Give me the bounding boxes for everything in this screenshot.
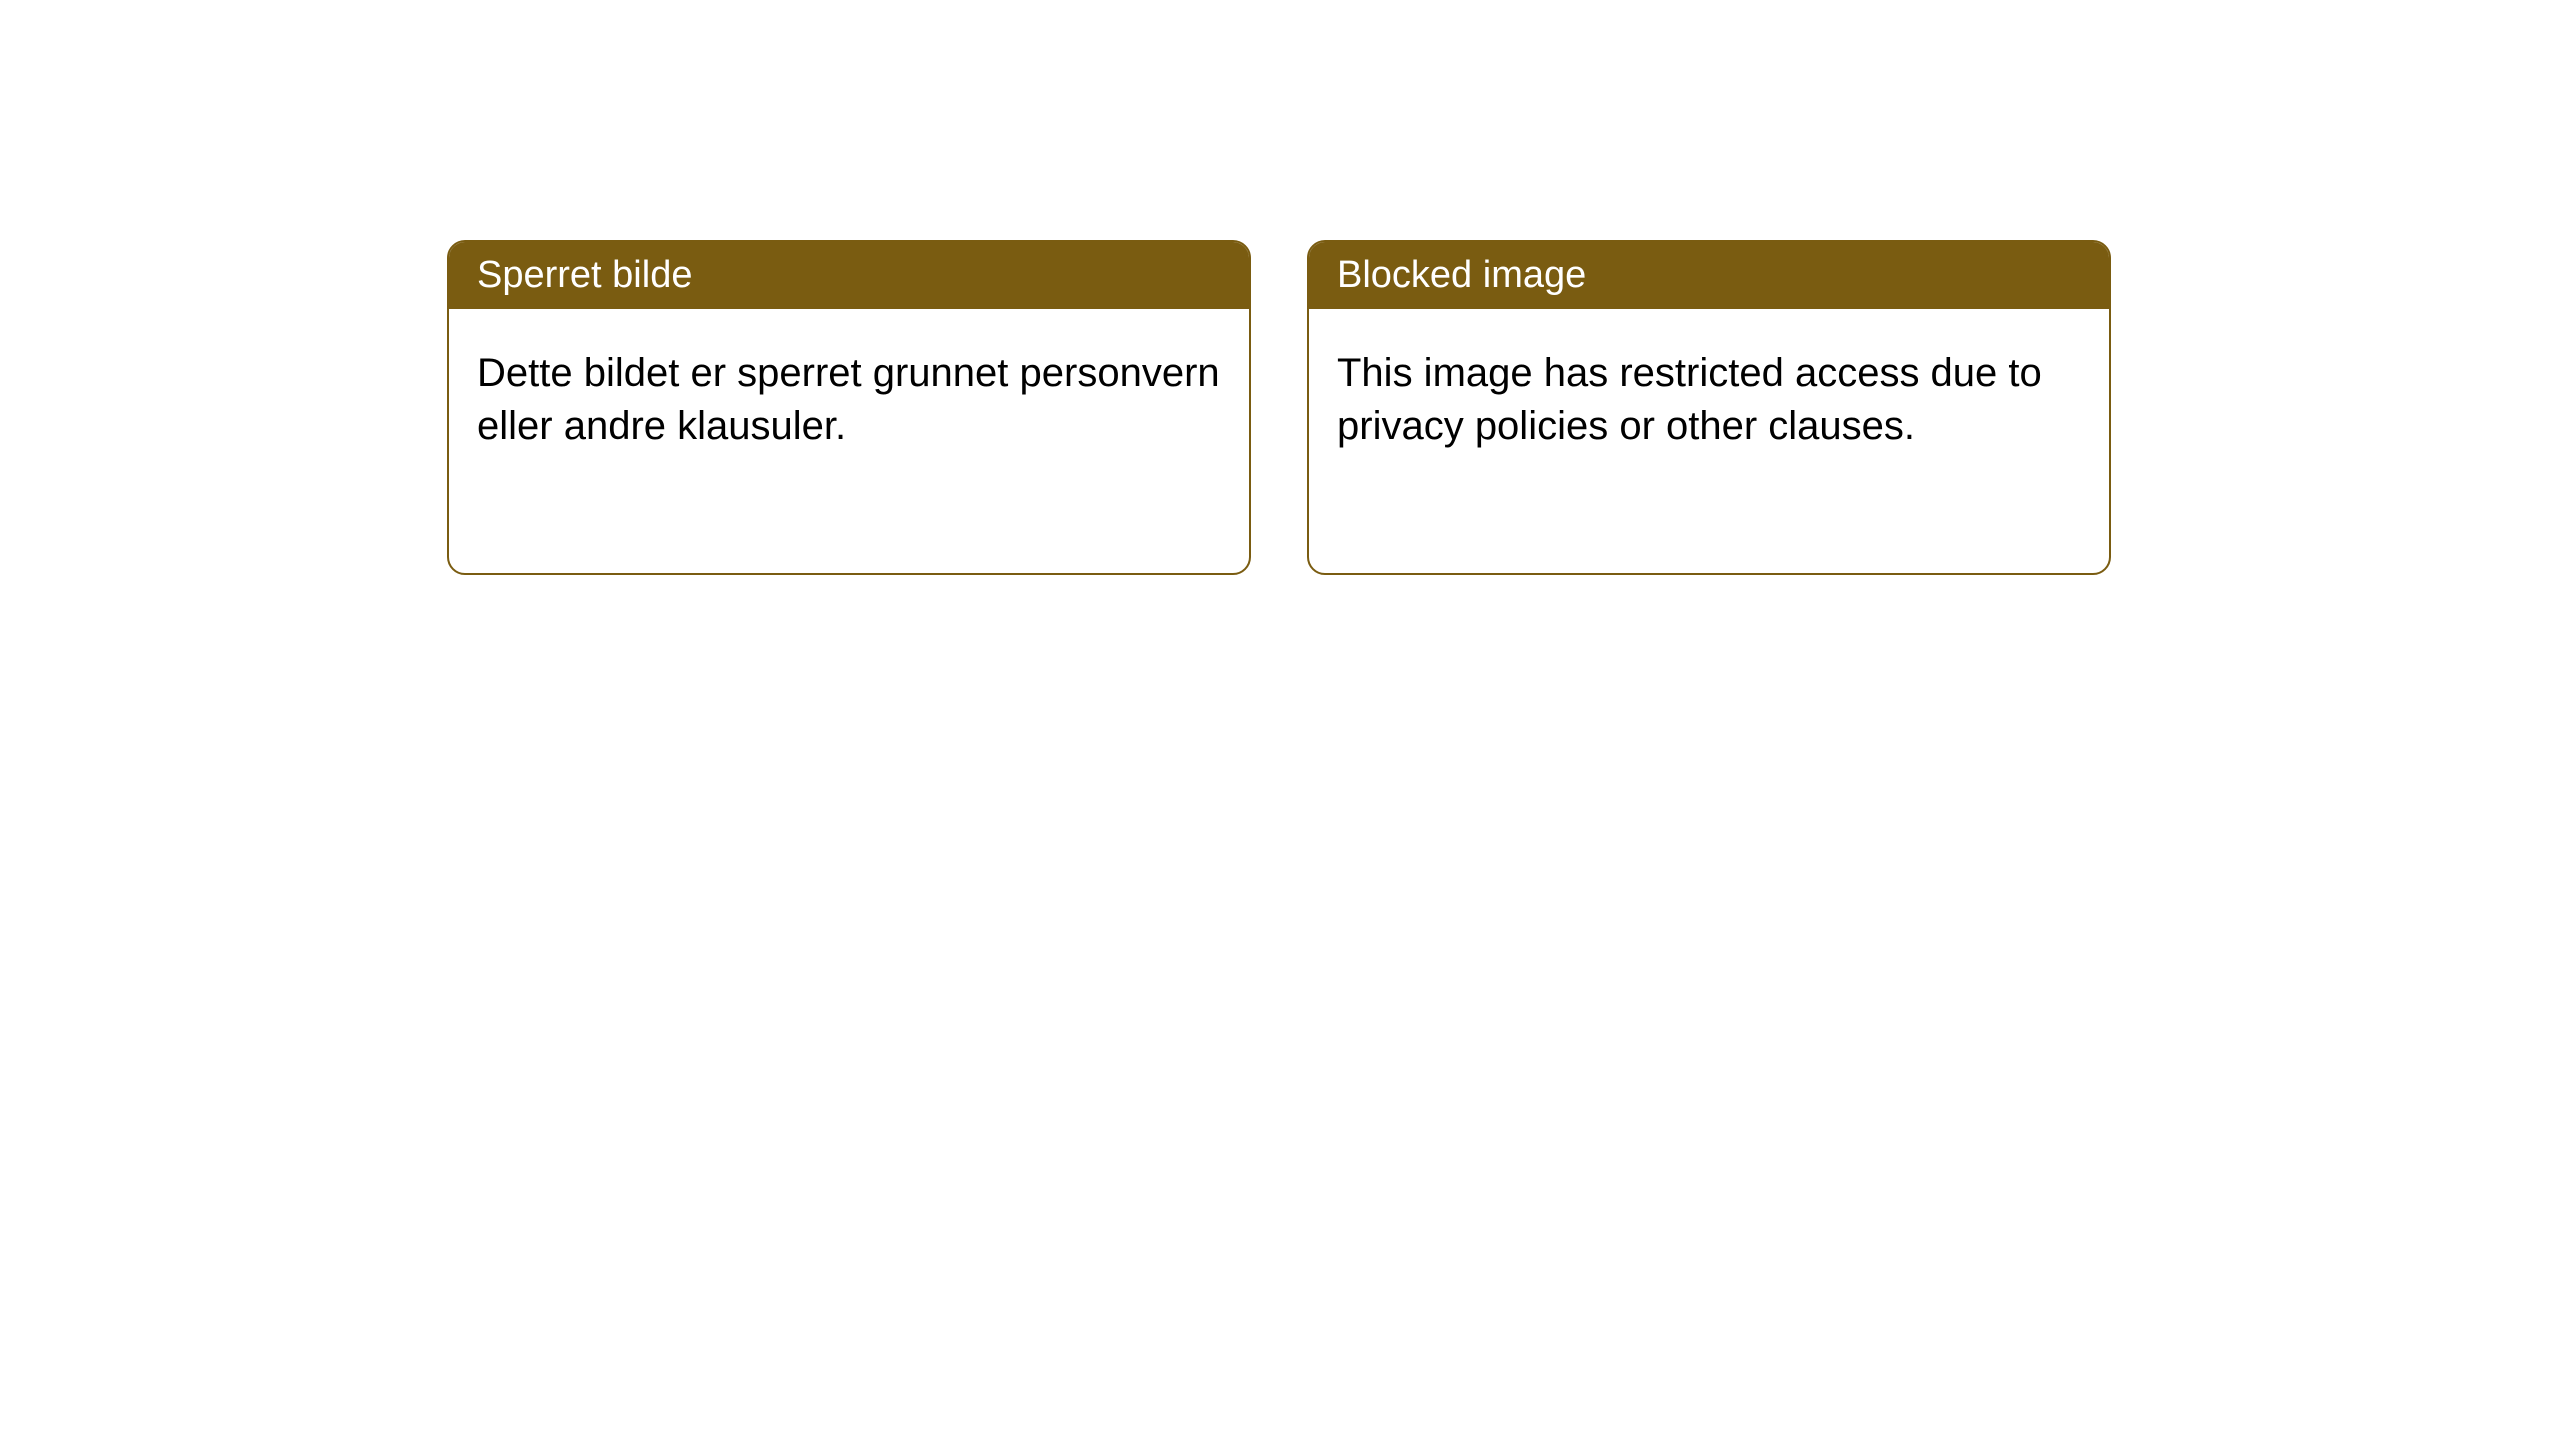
notice-card-norwegian: Sperret bilde Dette bildet er sperret gr… — [447, 240, 1251, 575]
card-title: Blocked image — [1337, 254, 1586, 296]
notice-card-english: Blocked image This image has restricted … — [1307, 240, 2111, 575]
notice-cards-container: Sperret bilde Dette bildet er sperret gr… — [0, 0, 2560, 575]
card-title: Sperret bilde — [477, 254, 692, 296]
card-body-text: Dette bildet er sperret grunnet personve… — [477, 351, 1220, 448]
card-body: This image has restricted access due to … — [1309, 309, 2109, 491]
card-body: Dette bildet er sperret grunnet personve… — [449, 309, 1249, 491]
card-body-text: This image has restricted access due to … — [1337, 351, 2042, 448]
card-header: Sperret bilde — [449, 242, 1249, 309]
card-header: Blocked image — [1309, 242, 2109, 309]
